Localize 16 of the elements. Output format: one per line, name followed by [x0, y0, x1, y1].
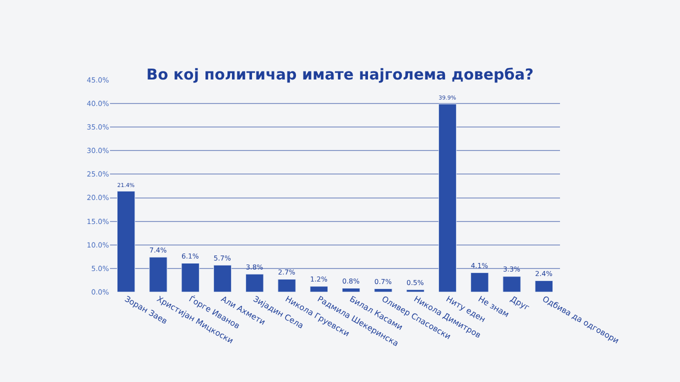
bar: [406, 289, 424, 292]
bar: [342, 288, 360, 292]
bar: [310, 286, 328, 292]
x-tick-label: Друг: [508, 294, 531, 312]
bar: [278, 279, 296, 292]
bar: [438, 104, 457, 292]
chart-title: Во кој политичар имате најголема доверба?: [146, 65, 534, 84]
bar: [116, 190, 136, 292]
bar: [534, 280, 554, 292]
bar: [374, 288, 392, 292]
bar: [470, 272, 489, 292]
bar: [213, 264, 232, 292]
bar: [149, 256, 168, 292]
bar: [502, 276, 521, 292]
bar: [181, 263, 200, 292]
bar: [246, 274, 264, 292]
